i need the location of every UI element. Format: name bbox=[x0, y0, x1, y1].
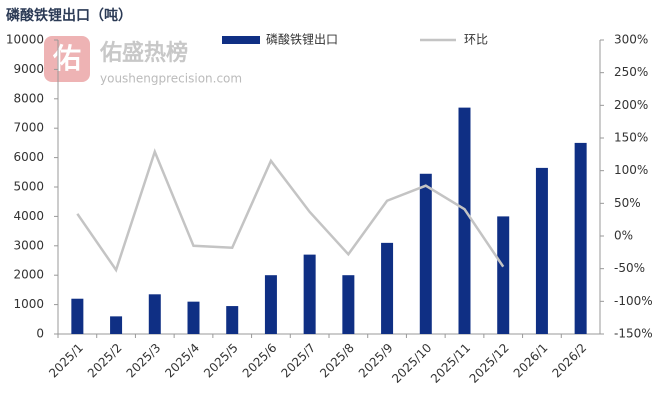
y-tick-label: 5000 bbox=[13, 180, 44, 194]
y-tick-label: 10000 bbox=[6, 33, 44, 47]
chart-title: 磷酸铁锂出口（吨） bbox=[6, 7, 132, 24]
watermark-url: youshengprecision.com bbox=[100, 72, 242, 86]
x-tick-label: 2025/1 bbox=[46, 341, 86, 381]
y2-tick-label: 250% bbox=[614, 65, 648, 79]
x-tick-label: 2025/3 bbox=[124, 341, 164, 381]
y2-tick-label: 300% bbox=[614, 33, 648, 47]
y2-tick-label: 100% bbox=[614, 163, 648, 177]
x-tick-label: 2025/7 bbox=[278, 341, 318, 381]
x-tick-label: 2026/2 bbox=[549, 341, 589, 381]
bar bbox=[535, 167, 548, 334]
x-tick-label: 2025/12 bbox=[467, 341, 512, 386]
legend-label: 磷酸铁锂出口 bbox=[266, 32, 338, 47]
y2-tick-label: 150% bbox=[614, 131, 648, 145]
y2-tick-label: -150% bbox=[614, 327, 653, 341]
x-tick-label: 2025/11 bbox=[428, 341, 473, 386]
bar bbox=[574, 142, 587, 334]
bar bbox=[419, 173, 432, 334]
y-tick-label: 4000 bbox=[13, 209, 44, 223]
watermark-text: 佑盛热榜 bbox=[99, 40, 188, 66]
y-tick-label: 1000 bbox=[13, 297, 44, 311]
x-tick-label: 2025/10 bbox=[389, 341, 434, 386]
x-tick-label: 2025/5 bbox=[201, 341, 241, 381]
bar bbox=[148, 294, 161, 334]
line bbox=[76, 148, 505, 273]
y2-tick-label: 0% bbox=[614, 229, 633, 243]
x-tick-label: 2025/6 bbox=[240, 341, 280, 381]
y-tick-label: 7000 bbox=[13, 121, 44, 135]
bar bbox=[110, 316, 123, 334]
bar bbox=[187, 301, 200, 334]
y-tick-label: 2000 bbox=[13, 268, 44, 282]
bar bbox=[381, 242, 394, 334]
bar bbox=[458, 107, 471, 335]
y-tick-label: 0 bbox=[36, 327, 44, 341]
legend-swatch bbox=[222, 36, 260, 44]
x-tick-label: 2025/4 bbox=[162, 341, 202, 381]
x-tick-label: 2025/8 bbox=[317, 341, 357, 381]
y-tick-label: 9000 bbox=[13, 62, 44, 76]
y2-tick-label: 200% bbox=[614, 98, 648, 112]
y2-tick-label: 50% bbox=[614, 196, 641, 210]
bar bbox=[303, 254, 316, 334]
y-tick-label: 6000 bbox=[13, 150, 44, 164]
y-tick-label: 3000 bbox=[13, 238, 44, 252]
legend-label: 环比 bbox=[464, 33, 488, 47]
watermark-icon bbox=[44, 36, 90, 82]
watermark-icon-text: 佑 bbox=[52, 42, 81, 75]
x-tick-label: 2025/2 bbox=[85, 341, 125, 381]
y2-tick-label: -50% bbox=[614, 261, 645, 275]
bar bbox=[264, 275, 277, 334]
bar bbox=[71, 298, 84, 334]
bar bbox=[342, 275, 355, 334]
x-tick-label: 2026/1 bbox=[511, 341, 551, 381]
y2-tick-label: -100% bbox=[614, 294, 653, 308]
bar bbox=[497, 216, 510, 334]
y-tick-label: 8000 bbox=[13, 91, 44, 105]
bar bbox=[226, 306, 239, 334]
